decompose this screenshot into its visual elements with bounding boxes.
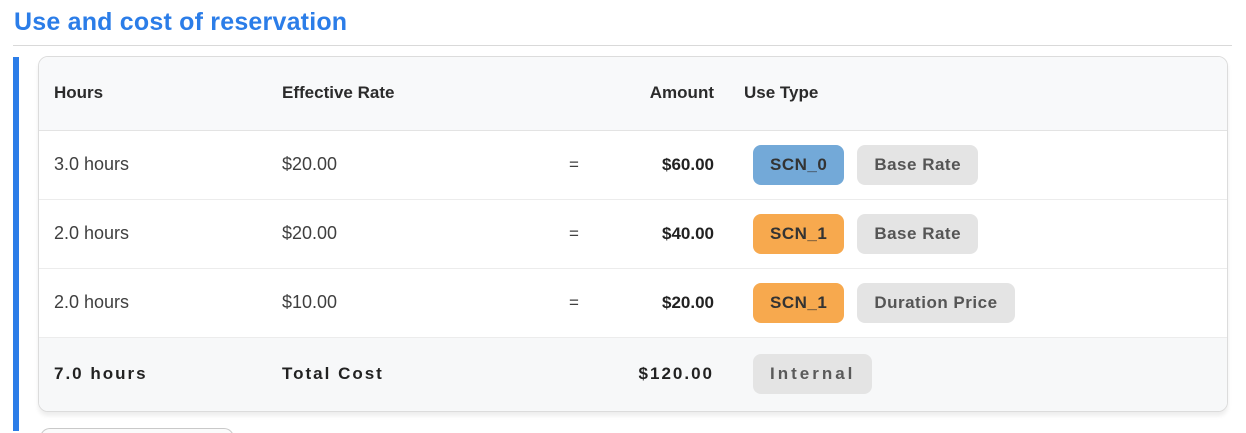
- total-use-type-cell: Internal: [726, 337, 1227, 411]
- total-hours: 7.0 hours: [54, 364, 148, 384]
- table-row: 3.0 hours $20.00 = $60.00 SCN_0 Base Rat…: [39, 130, 1227, 200]
- table-header-row: Hours Effective Rate Amount Use Type: [39, 57, 1227, 131]
- amount-cell: $20.00: [591, 268, 726, 338]
- amount-cell: $40.00: [591, 199, 726, 269]
- rate-type-badge: Base Rate: [857, 213, 979, 254]
- equals-sign: =: [557, 130, 591, 200]
- hours-cell: 2.0 hours: [39, 268, 267, 338]
- table-row: 2.0 hours $20.00 = $40.00 SCN_1 Base Rat…: [39, 199, 1227, 269]
- partial-bottom-button[interactable]: [40, 428, 234, 433]
- total-cost-label: Total Cost: [282, 364, 384, 384]
- rate-cell: $20.00: [267, 130, 557, 200]
- header-use-type: Use Type: [726, 57, 1227, 131]
- total-amount: $120.00: [638, 364, 714, 384]
- scenario-badge: SCN_1: [753, 282, 845, 323]
- cost-table-card: Hours Effective Rate Amount Use Type 3.0…: [38, 56, 1228, 412]
- header-amount: Amount: [591, 57, 726, 131]
- title-divider: [13, 45, 1232, 46]
- hours-cell: 3.0 hours: [39, 130, 267, 200]
- rate-type-badge: Duration Price: [857, 282, 1015, 323]
- scenario-badge: SCN_1: [753, 213, 845, 254]
- rate-cell: $10.00: [267, 268, 557, 338]
- equals-sign: =: [557, 199, 591, 269]
- use-type-cell: SCN_1 Duration Price: [726, 268, 1227, 338]
- section-accent-bar: [13, 57, 19, 431]
- total-equals-spacer: [557, 337, 591, 411]
- cost-table: Hours Effective Rate Amount Use Type 3.0…: [39, 57, 1227, 411]
- page-header: Use and cost of reservation: [0, 0, 1246, 46]
- scenario-badge: SCN_0: [753, 144, 845, 185]
- rate-cell: $20.00: [267, 199, 557, 269]
- amount-cell: $60.00: [591, 130, 726, 200]
- header-hours: Hours: [39, 57, 267, 131]
- header-equals: [557, 57, 591, 131]
- rate-type-badge: Base Rate: [857, 144, 979, 185]
- header-effective-rate: Effective Rate: [267, 57, 557, 131]
- hours-cell: 2.0 hours: [39, 199, 267, 269]
- page-title: Use and cost of reservation: [14, 8, 348, 36]
- table-row: 2.0 hours $10.00 = $20.00 SCN_1 Duration…: [39, 268, 1227, 338]
- reservation-cost-section: Hours Effective Rate Amount Use Type 3.0…: [0, 56, 1246, 433]
- internal-badge: Internal: [753, 354, 873, 395]
- use-type-cell: SCN_1 Base Rate: [726, 199, 1227, 269]
- use-type-cell: SCN_0 Base Rate: [726, 130, 1227, 200]
- total-row: 7.0 hours Total Cost $120.00 Internal: [39, 337, 1227, 411]
- equals-sign: =: [557, 268, 591, 338]
